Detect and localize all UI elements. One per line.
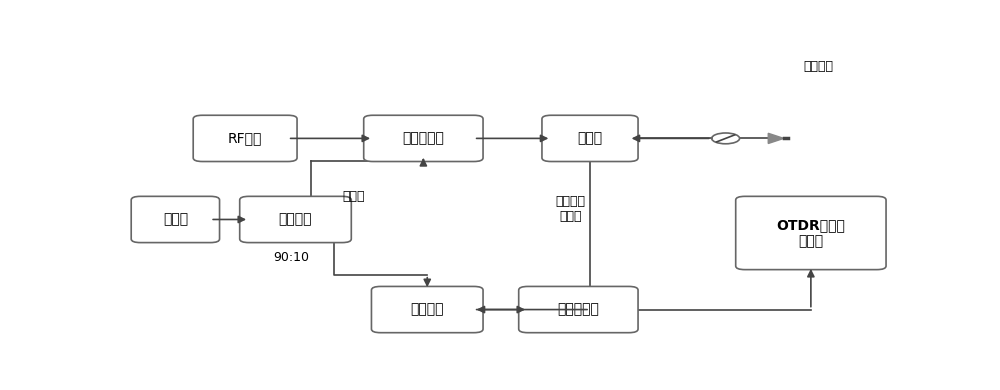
FancyBboxPatch shape: [364, 115, 483, 161]
Text: 平衡探测器: 平衡探测器: [557, 303, 599, 317]
FancyBboxPatch shape: [193, 115, 297, 161]
Text: 环形器: 环形器: [577, 131, 603, 145]
Text: 本振光: 本振光: [342, 190, 365, 204]
Text: 待测光纤: 待测光纤: [804, 60, 834, 73]
FancyBboxPatch shape: [371, 286, 483, 333]
FancyBboxPatch shape: [542, 115, 638, 161]
FancyBboxPatch shape: [519, 286, 638, 333]
Text: 90:10: 90:10: [274, 250, 310, 264]
FancyBboxPatch shape: [240, 196, 351, 243]
Text: 光耦合器: 光耦合器: [279, 213, 312, 227]
Text: 激光器: 激光器: [163, 213, 188, 227]
Text: 背向瑞利
散射光: 背向瑞利 散射光: [556, 195, 586, 223]
FancyBboxPatch shape: [736, 196, 886, 269]
Text: RF信号: RF信号: [228, 131, 262, 145]
Text: 声光调制器: 声光调制器: [402, 131, 444, 145]
Text: 光耦合器: 光耦合器: [411, 303, 444, 317]
Polygon shape: [768, 133, 784, 144]
FancyBboxPatch shape: [131, 196, 220, 243]
Text: OTDR数据处
理模块: OTDR数据处 理模块: [776, 218, 845, 248]
